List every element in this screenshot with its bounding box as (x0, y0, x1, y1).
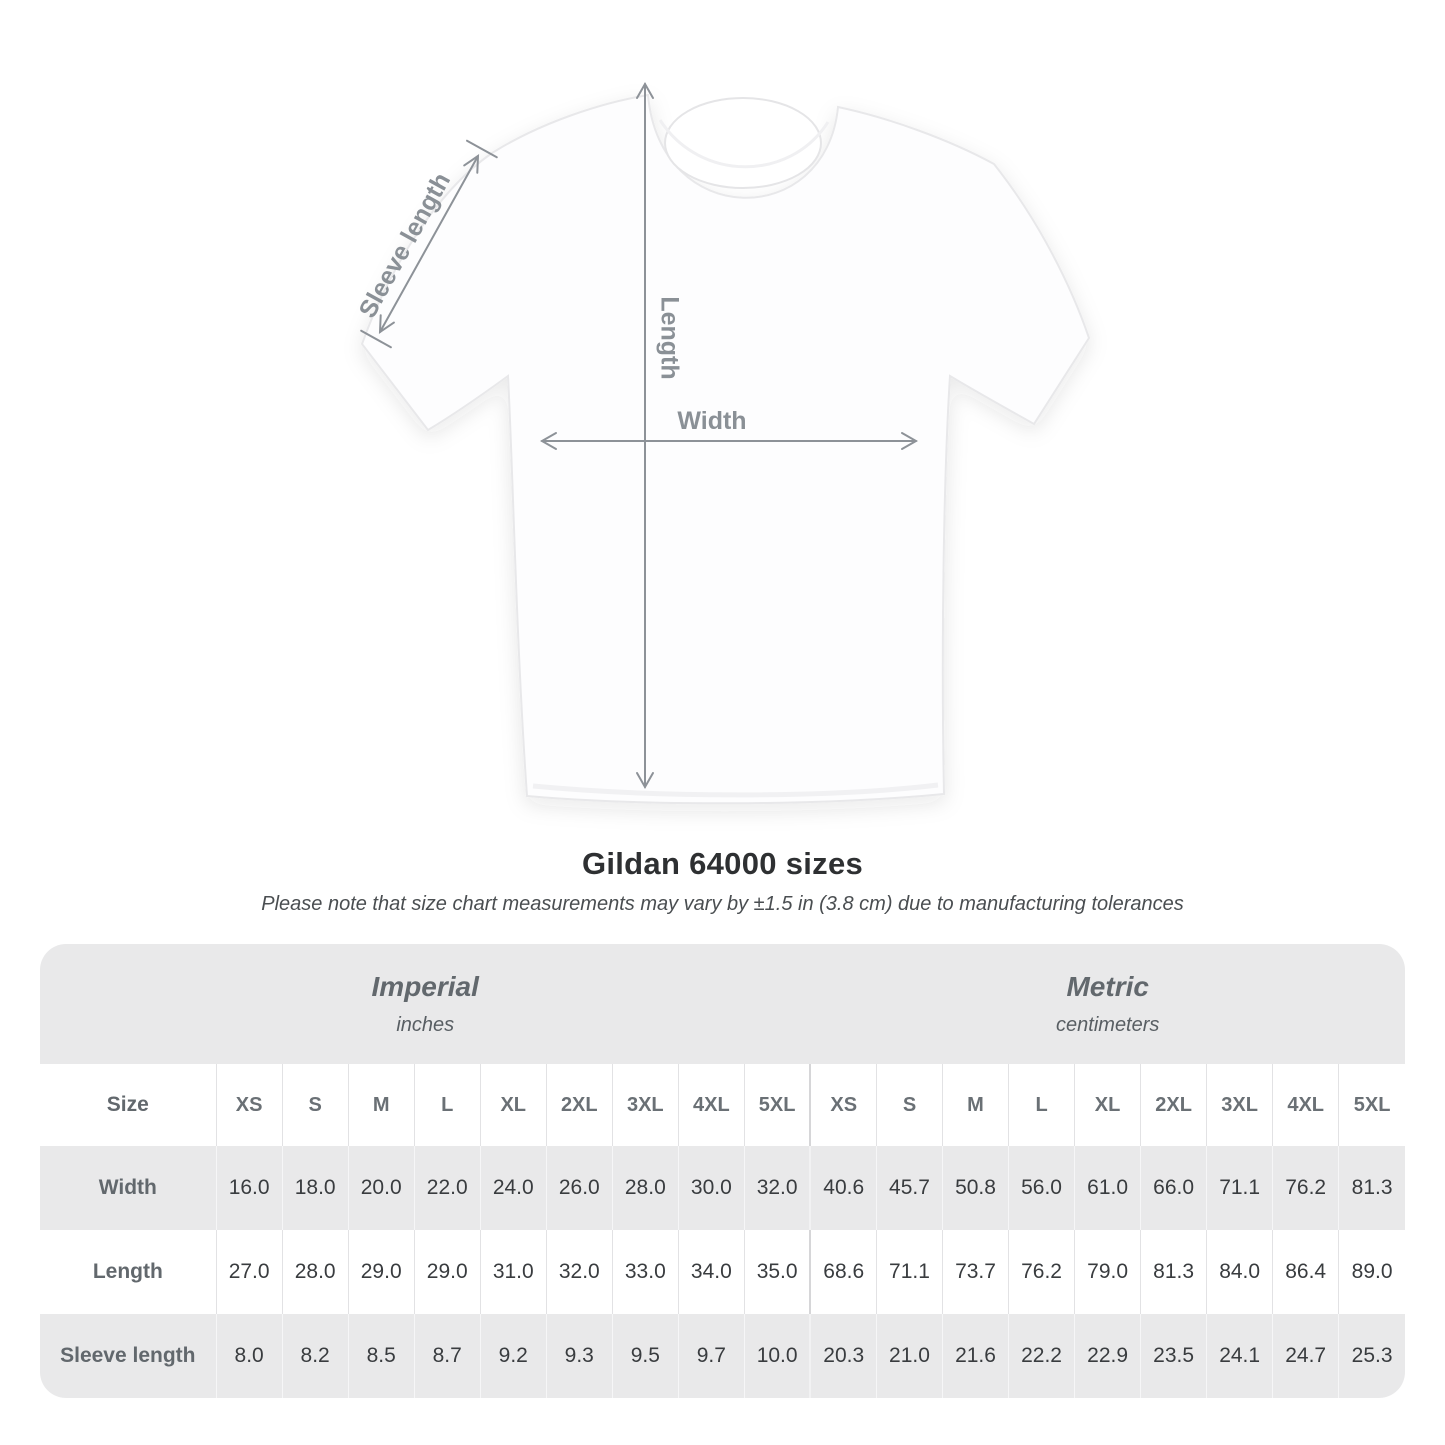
cell-width-imperial-m: 20.0 (347, 1146, 415, 1230)
col-header-imperial-2xl: 2XL (545, 1064, 613, 1146)
cell-width-metric-3xl: 71.1 (1206, 1146, 1273, 1230)
measurement-length: Length (636, 81, 683, 790)
col-header-imperial-5xl: 5XL (743, 1064, 811, 1146)
row-header-width: Width (98, 1176, 157, 1199)
cell-sleeve-metric-l: 22.2 (1008, 1314, 1075, 1398)
col-header-imperial-xs: XS (215, 1064, 283, 1146)
size-table-container: Imperial inches Metric centimeters Size … (40, 944, 1405, 1398)
cell-sleeve-metric-m: 21.6 (941, 1314, 1009, 1398)
cell-width-metric-xl: 61.0 (1074, 1146, 1141, 1230)
table-row-sleeve-length: Sleeve length 8.0 8.2 8.5 8.7 9.2 9.3 9.… (40, 1314, 1405, 1398)
col-header-metric-xl: XL (1074, 1064, 1141, 1146)
cell-width-imperial-5xl: 32.0 (743, 1146, 811, 1230)
collar (664, 97, 822, 189)
cell-length-imperial-xl: 31.0 (479, 1230, 547, 1314)
cell-width-metric-5xl: 81.3 (1338, 1146, 1405, 1230)
cell-width-imperial-xs: 16.0 (215, 1146, 283, 1230)
cell-length-imperial-m: 29.0 (347, 1230, 415, 1314)
cell-sleeve-imperial-xl: 9.2 (479, 1314, 547, 1398)
cell-sleeve-metric-5xl: 25.3 (1338, 1314, 1405, 1398)
size-header-row: Size XS S M L XL 2XL 3XL 4XL 5XL XS S M … (40, 1064, 1405, 1146)
metric-label: Metric (1066, 971, 1149, 1002)
col-header-imperial-l: L (413, 1064, 481, 1146)
col-header-imperial-4xl: 4XL (677, 1064, 745, 1146)
col-header-metric-4xl: 4XL (1272, 1064, 1339, 1146)
cell-width-metric-l: 56.0 (1008, 1146, 1075, 1230)
cell-sleeve-imperial-s: 8.2 (281, 1314, 349, 1398)
cell-sleeve-imperial-4xl: 9.7 (677, 1314, 745, 1398)
metric-unit: centimeters (1056, 1014, 1160, 1036)
page-title: Gildan 64000 sizes (581, 846, 864, 881)
cell-length-metric-4xl: 86.4 (1272, 1230, 1339, 1314)
col-header-imperial-m: M (347, 1064, 415, 1146)
cell-sleeve-imperial-2xl: 9.3 (545, 1314, 613, 1398)
cell-sleeve-imperial-m: 8.5 (347, 1314, 415, 1398)
cell-length-metric-5xl: 89.0 (1338, 1230, 1405, 1314)
cell-length-metric-l: 76.2 (1008, 1230, 1075, 1314)
cell-width-imperial-xl: 24.0 (479, 1146, 547, 1230)
cell-sleeve-metric-2xl: 23.5 (1140, 1314, 1207, 1398)
imperial-unit: inches (396, 1014, 455, 1036)
imperial-section-header: Imperial inches (40, 944, 811, 1064)
cell-sleeve-metric-3xl: 24.1 (1206, 1314, 1273, 1398)
cell-width-metric-s: 45.7 (875, 1146, 943, 1230)
cell-length-metric-s: 71.1 (875, 1230, 943, 1314)
length-label: Length (655, 296, 683, 379)
cell-length-imperial-3xl: 33.0 (611, 1230, 679, 1314)
cell-width-metric-xs: 40.6 (809, 1146, 877, 1230)
row-header-length: Length (92, 1260, 163, 1283)
cell-width-imperial-4xl: 30.0 (677, 1146, 745, 1230)
cell-sleeve-imperial-3xl: 9.5 (611, 1314, 679, 1398)
table-row-length: Length 27.0 28.0 29.0 29.0 31.0 32.0 33.… (40, 1230, 1405, 1314)
cell-length-metric-3xl: 84.0 (1206, 1230, 1273, 1314)
cell-width-imperial-s: 18.0 (281, 1146, 349, 1230)
cell-sleeve-metric-s: 21.0 (875, 1314, 943, 1398)
unit-header-row: Imperial inches Metric centimeters (40, 944, 1405, 1064)
cell-length-metric-m: 73.7 (941, 1230, 1009, 1314)
cell-length-imperial-l: 29.0 (413, 1230, 481, 1314)
col-header-metric-l: L (1008, 1064, 1075, 1146)
cell-width-metric-m: 50.8 (941, 1146, 1009, 1230)
col-header-metric-5xl: 5XL (1338, 1064, 1405, 1146)
cell-length-imperial-2xl: 32.0 (545, 1230, 613, 1314)
cell-width-metric-2xl: 66.0 (1140, 1146, 1207, 1230)
cell-length-imperial-5xl: 35.0 (743, 1230, 811, 1314)
col-header-metric-3xl: 3XL (1206, 1064, 1273, 1146)
width-label: Width (677, 407, 746, 435)
tshirt-measurement-diagram: Length Width Sleeve length (353, 81, 1091, 805)
table-row-width: Width 16.0 18.0 20.0 22.0 24.0 26.0 28.0… (40, 1146, 1405, 1230)
size-table: Imperial inches Metric centimeters Size … (40, 944, 1405, 1398)
metric-section-header: Metric centimeters (810, 944, 1405, 1064)
cell-sleeve-metric-4xl: 24.7 (1272, 1314, 1339, 1398)
col-header-metric-xs: XS (809, 1064, 877, 1146)
page-subtitle: Please note that size chart measurements… (261, 893, 1184, 915)
col-header-metric-s: S (875, 1064, 943, 1146)
cell-length-imperial-xs: 27.0 (215, 1230, 283, 1314)
cell-sleeve-metric-xs: 20.3 (809, 1314, 877, 1398)
col-header-imperial-xl: XL (479, 1064, 547, 1146)
cell-sleeve-imperial-xs: 8.0 (215, 1314, 283, 1398)
cell-sleeve-imperial-5xl: 10.0 (743, 1314, 811, 1398)
cell-sleeve-metric-xl: 22.9 (1074, 1314, 1141, 1398)
cell-sleeve-imperial-l: 8.7 (413, 1314, 481, 1398)
cell-width-imperial-3xl: 28.0 (611, 1146, 679, 1230)
cell-width-imperial-l: 22.0 (413, 1146, 481, 1230)
tshirt-image (360, 93, 1091, 805)
imperial-label: Imperial (371, 971, 479, 1002)
cell-length-metric-2xl: 81.3 (1140, 1230, 1207, 1314)
col-header-imperial-s: S (281, 1064, 349, 1146)
col-header-metric-m: M (941, 1064, 1009, 1146)
cell-length-imperial-s: 28.0 (281, 1230, 349, 1314)
cell-width-metric-4xl: 76.2 (1272, 1146, 1339, 1230)
cell-length-imperial-4xl: 34.0 (677, 1230, 745, 1314)
cell-length-metric-xl: 79.0 (1074, 1230, 1141, 1314)
row-header-sleeve-length: Sleeve length (60, 1344, 196, 1367)
col-header-imperial-3xl: 3XL (611, 1064, 679, 1146)
size-corner-header: Size (40, 1064, 217, 1146)
cell-length-metric-xs: 68.6 (809, 1230, 877, 1314)
measurement-width: Width (539, 407, 919, 450)
cell-width-imperial-2xl: 26.0 (545, 1146, 613, 1230)
col-header-metric-2xl: 2XL (1140, 1064, 1207, 1146)
